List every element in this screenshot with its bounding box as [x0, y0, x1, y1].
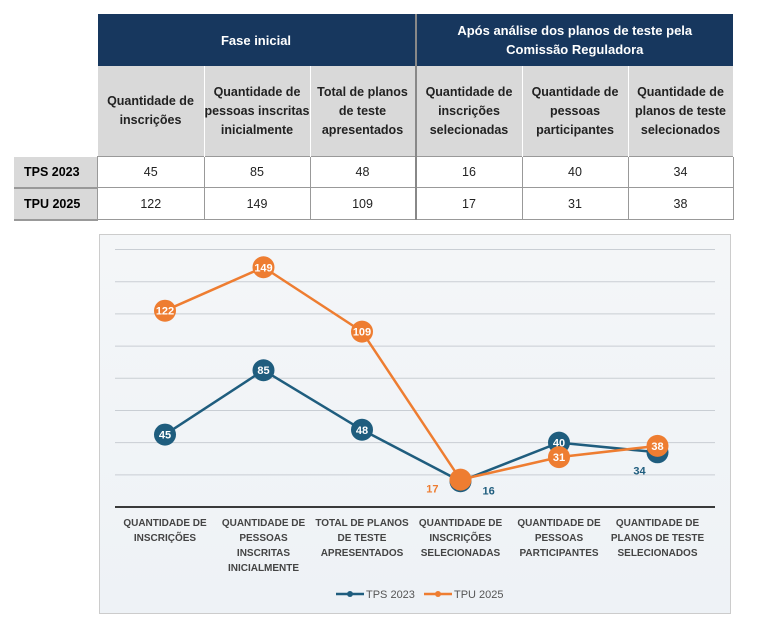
cell: 85 [203, 156, 311, 188]
data-point [449, 468, 472, 491]
data-table: Fase inicial Após análise dos planos de … [14, 14, 734, 221]
table-row: TPS 2023 45 85 48 16 40 34 [14, 156, 734, 189]
data-label: 122 [156, 306, 174, 318]
chart-svg: QUANTIDADE DE INSCRIÇÕES QUANTIDADE DE PESS… [115, 249, 715, 601]
legend-marker [435, 591, 441, 597]
cell: 122 [97, 187, 205, 220]
column-header: Quantidade de inscrições selecionadas [414, 66, 523, 157]
column-header: Quantidade de planos de teste selecionad… [628, 66, 734, 157]
cell: 149 [203, 187, 311, 220]
cell: 40 [521, 156, 629, 188]
data-label: 109 [353, 327, 371, 339]
data-label: 85 [257, 365, 269, 377]
legend-label: TPS 2023 [366, 589, 415, 601]
data-point [252, 359, 275, 382]
data-label: 45 [159, 430, 171, 442]
data-point [351, 320, 373, 343]
x-tick-label: QUANTIDADE DE INSCRIÇÕES SELECIONADAS [419, 518, 503, 559]
group-header-fase-inicial: Fase inicial [97, 14, 416, 66]
data-point [548, 446, 570, 469]
cell: 31 [521, 187, 629, 220]
column-header: Quantidade de pessoas participantes [522, 66, 629, 157]
line-chart: QUANTIDADE DE INSCRIÇÕES QUANTIDADE DE PESS… [99, 234, 731, 614]
data-point [252, 256, 275, 279]
series-line-tpu-2025 [164, 265, 658, 482]
data-label: 149 [254, 262, 272, 274]
data-label: 31 [553, 452, 565, 464]
data-label: 48 [356, 425, 368, 437]
data-point [646, 434, 669, 457]
data-label: 17 [426, 484, 438, 496]
column-header: Quantidade de pessoas inscritas inicialm… [204, 66, 311, 157]
column-header: Quantidade de inscrições [97, 66, 205, 157]
cell: 17 [414, 187, 523, 220]
cell: 16 [414, 156, 523, 188]
cell: 109 [309, 187, 416, 220]
column-header: Total de planos de teste apresentados [310, 66, 416, 157]
cell: 45 [97, 156, 205, 188]
cell: 38 [627, 187, 734, 220]
cell: 34 [627, 156, 734, 188]
data-label: 38 [651, 441, 663, 453]
table-row: TPU 2025 122 149 109 17 31 38 [14, 187, 734, 221]
series-line-tps-2023 [164, 368, 658, 483]
legend-marker [347, 591, 353, 597]
x-tick-label: TOTAL DE PLANOS DE TESTE APRESENTADOS [315, 518, 409, 559]
data-label: 34 [633, 465, 646, 477]
data-point [154, 299, 176, 322]
data-point [351, 418, 373, 441]
x-tick-label: QUANTIDADE DE PLANOS DE TESTE SELECIONADOS [611, 518, 705, 559]
row-label: TPU 2025 [14, 187, 98, 221]
row-label: TPS 2023 [14, 156, 98, 189]
data-label: 16 [483, 485, 495, 497]
x-tick-label: QUANTIDADE DE PESSOAS PARTICIPANTES [517, 518, 601, 559]
legend-label: TPU 2025 [454, 589, 504, 601]
x-tick-label: QUANTIDADE DE PESSOAS INSCRITAS INICIALMENT… [222, 518, 306, 574]
cell: 48 [309, 156, 416, 188]
data-point [154, 423, 176, 446]
group-header-apos-analise: Após análise dos planos de teste pela Co… [414, 14, 733, 66]
x-tick-label: QUANTIDADE DE INSCRIÇÕES [123, 518, 207, 544]
